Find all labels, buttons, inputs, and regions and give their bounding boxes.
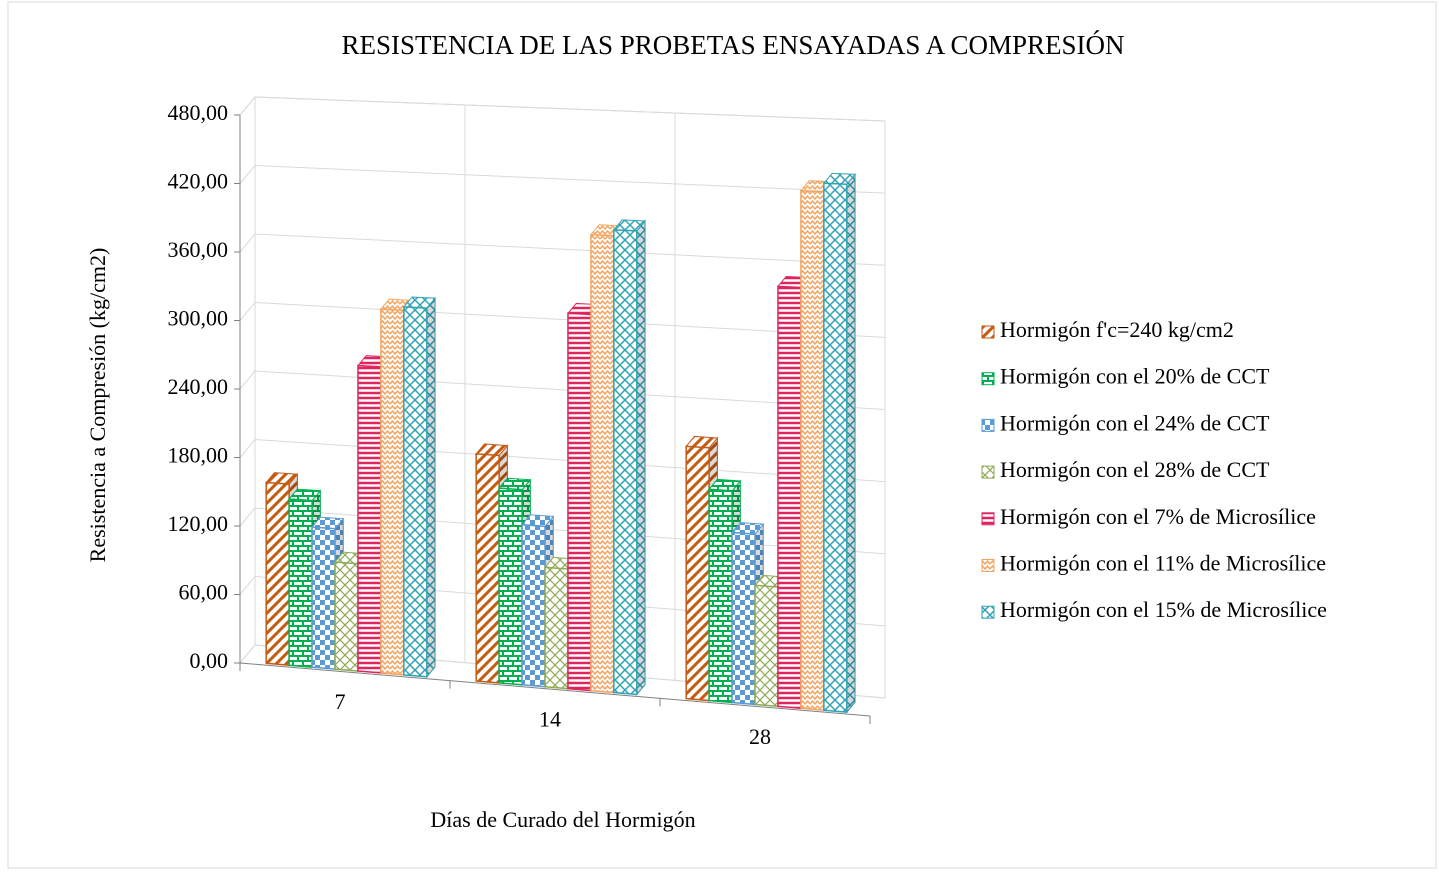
- bar: [613, 229, 638, 696]
- legend-swatch: [981, 325, 995, 339]
- bar: [731, 531, 756, 706]
- bar: [567, 312, 592, 692]
- bar: [334, 561, 359, 672]
- bar: [498, 487, 523, 686]
- x-tick-label: 28: [749, 724, 771, 749]
- legend-swatch: [981, 372, 995, 386]
- bar: [311, 526, 336, 670]
- legend: Hormigón f'c=240 kg/cm2 Hormigón con el 2…: [981, 317, 1327, 622]
- bar-side-shade: [636, 220, 646, 695]
- legend-label: Hormigón con el 7% de Microsílice: [1000, 504, 1316, 529]
- bar: [380, 308, 405, 676]
- bar: [754, 584, 779, 708]
- plot: 0,00 60,00 120,00 180,00 240,00 300,00 360,00 4…: [168, 95, 886, 749]
- y-tick-label: 480,00: [168, 100, 229, 125]
- legend-swatch: [981, 418, 995, 432]
- legend-label: Hormigón con el 11% de Microsílice: [1000, 551, 1326, 576]
- legend-swatch: [981, 512, 995, 526]
- bar: [265, 481, 290, 667]
- y-tick-label: 0,00: [190, 648, 229, 673]
- legend-label: Hormigón con el 28% de CCT: [1000, 457, 1270, 482]
- legend-swatch: [981, 605, 995, 619]
- legend-label: Hormigón con el 15% de Microsílice: [1000, 597, 1327, 622]
- legend-label: Hormigón con el 20% de CCT: [1000, 364, 1270, 389]
- chart-title: RESISTENCIA DE LAS PROBETAS ENSAYADAS A …: [342, 30, 1125, 60]
- legend-label: Hormigón f'c=240 kg/cm2: [1000, 317, 1234, 342]
- bar: [777, 285, 802, 710]
- y-axis-label: Resistencia a Compresión (kg/cm2): [85, 248, 110, 563]
- y-tick-label: 360,00: [168, 237, 229, 262]
- bar: [800, 189, 825, 712]
- y-tick-label: 180,00: [168, 443, 229, 468]
- legend-swatch: [981, 559, 995, 572]
- legend-label: Hormigón con el 24% de CCT: [1000, 410, 1270, 435]
- y-tick-label: 60,00: [179, 580, 229, 605]
- bar: [288, 498, 313, 668]
- y-tick-label: 300,00: [168, 306, 229, 331]
- x-tick-label: 7: [335, 689, 346, 714]
- bar: [403, 306, 428, 678]
- x-axis-label: Días de Curado del Hormigón: [430, 807, 695, 832]
- bar-side-shade: [426, 298, 436, 677]
- x-tick-label: 14: [539, 707, 561, 732]
- bar: [590, 233, 615, 694]
- bar: [685, 445, 710, 702]
- y-tick-label: 120,00: [168, 511, 229, 536]
- bar: [823, 182, 848, 713]
- legend-swatch: [981, 465, 995, 479]
- bar: [357, 364, 382, 674]
- bar: [708, 488, 733, 704]
- y-tick-label: 240,00: [168, 374, 229, 399]
- y-tick-label: 420,00: [168, 169, 229, 194]
- bar-side-shade: [846, 174, 856, 713]
- bar: [521, 523, 546, 688]
- bar: [544, 566, 569, 690]
- x-axis: [239, 662, 871, 717]
- chart-border: [7, 1, 1437, 869]
- bar: [475, 453, 500, 684]
